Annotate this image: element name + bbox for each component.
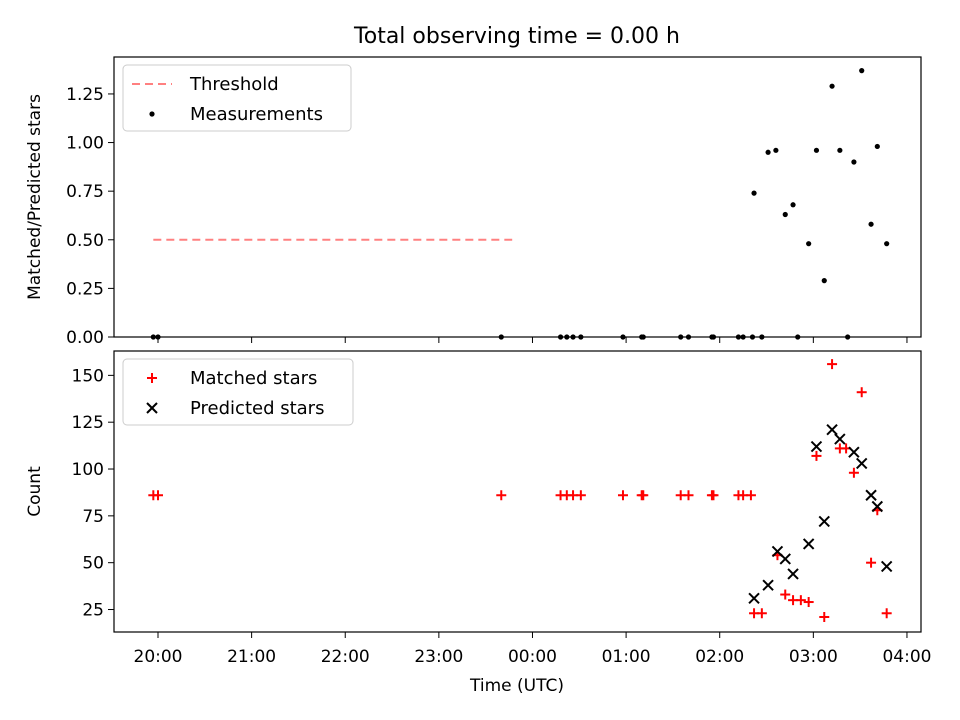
data-point: [782, 211, 788, 218]
legend: Matched stars Predicted stars: [122, 358, 354, 426]
data-point: [826, 423, 838, 436]
data-point: [575, 490, 586, 501]
y-tick-label: 1.00: [66, 134, 104, 154]
data-point: [837, 147, 843, 153]
data-point: [638, 490, 649, 501]
legend-marker: [149, 111, 155, 117]
x-tick-label: 02:00: [695, 647, 744, 667]
data-point: [829, 83, 835, 89]
data-point: [856, 387, 867, 398]
y-tick-label: 125: [72, 413, 104, 433]
data-point: [868, 221, 874, 227]
series-predicted-stars: [748, 423, 893, 604]
data-point: [708, 490, 719, 501]
data-point: [806, 241, 812, 247]
data-point: [751, 190, 757, 196]
data-point: [762, 579, 774, 591]
data-point: [834, 433, 846, 445]
data-point: [859, 68, 865, 74]
legend-marker: [146, 402, 158, 414]
x-tick-label: 01:00: [602, 647, 651, 667]
series-measurements: [150, 68, 890, 340]
y-tick-label: 100: [72, 460, 104, 480]
data-point: [683, 490, 694, 501]
data-point: [153, 490, 164, 501]
legend-label: Measurements: [190, 104, 323, 125]
top-panel: 0.00 0.25 0.50 0.75 1.00 1.25 Matched/Predicte…: [25, 56, 922, 348]
x-axis-label: Time (UTC): [469, 676, 564, 696]
y-tick-label: 0.50: [66, 231, 104, 251]
data-point: [780, 589, 791, 600]
data-point: [745, 490, 756, 501]
data-point: [874, 143, 880, 150]
data-point: [848, 446, 860, 458]
data-point: [802, 538, 815, 550]
legend: Threshold Measurements: [122, 64, 352, 132]
data-point: [790, 202, 796, 208]
legend-box: [122, 64, 352, 132]
y-tick-label: 150: [72, 366, 104, 386]
series-matched-stars: [148, 359, 892, 623]
y-tick-label: 50: [82, 554, 104, 574]
x-tick-label: 00:00: [508, 647, 557, 667]
x-tick-label: 23:00: [414, 647, 463, 667]
data-point: [880, 560, 893, 573]
data-point: [617, 490, 628, 501]
data-point: [818, 515, 830, 528]
y-axis-label: Count: [25, 466, 45, 517]
data-point: [821, 278, 827, 284]
data-point: [848, 467, 859, 478]
data-point: [871, 500, 884, 513]
data-point: [819, 612, 830, 623]
data-point: [884, 241, 890, 247]
x-tick-label: 22:00: [321, 647, 370, 667]
y-tick-label: 0.25: [66, 279, 104, 299]
data-point: [811, 450, 822, 461]
data-point: [496, 490, 507, 501]
x-tick-label: 21:00: [227, 647, 276, 667]
y-tick-label: 75: [82, 507, 104, 527]
data-point: [827, 359, 838, 370]
legend-marker: [147, 373, 157, 383]
y-tick-label: 1.25: [66, 85, 104, 105]
data-point: [779, 553, 791, 565]
data-point: [851, 159, 857, 165]
legend-label: Matched stars: [190, 368, 317, 389]
y-tick-label: 0.75: [66, 182, 104, 202]
y-tick-label: 0.00: [66, 328, 104, 348]
y-axis-label: Matched/Predicted stars: [25, 94, 45, 300]
x-tick-label: 20:00: [134, 647, 183, 667]
data-point: [748, 592, 760, 604]
data-point: [773, 147, 779, 153]
legend-label: Predicted stars: [190, 398, 324, 419]
data-point: [795, 595, 806, 606]
data-point: [787, 568, 799, 580]
legend-box: [122, 358, 354, 426]
data-point: [803, 597, 814, 608]
bottom-panel: 25 50 75 100 125 150 20:00 21:00 22:00 23:00 00:00…: [25, 350, 931, 667]
plot-frame: [113, 350, 922, 633]
y-tick-label: 25: [82, 601, 104, 621]
data-point: [865, 489, 877, 501]
data-point: [856, 457, 868, 470]
legend-label: Threshold: [189, 74, 279, 95]
x-tick-label: 03:00: [789, 647, 838, 667]
data-point: [810, 440, 823, 453]
plot-frame: [113, 56, 922, 338]
data-point: [756, 608, 767, 619]
x-tick-label: 04:00: [882, 647, 931, 667]
data-point: [813, 147, 820, 153]
data-point: [881, 608, 892, 619]
data-point: [866, 557, 877, 568]
chart-title: Total observing time = 0.00 h: [353, 24, 680, 49]
data-point: [765, 149, 771, 155]
